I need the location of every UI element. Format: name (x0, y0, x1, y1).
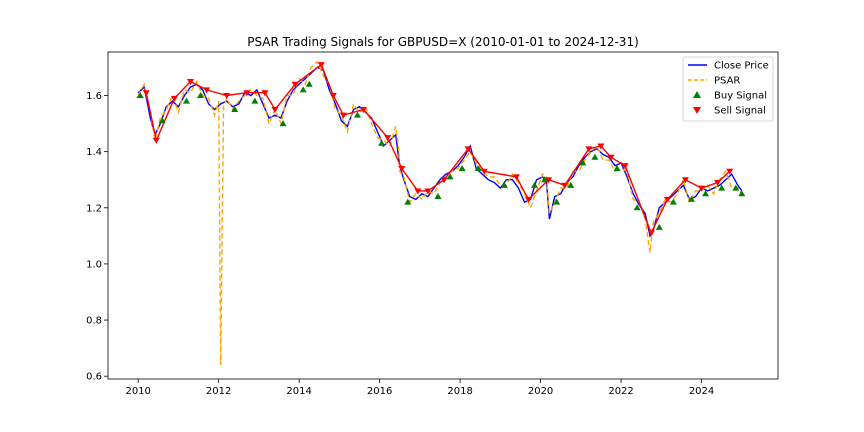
legend-label-psar: PSAR (714, 76, 740, 87)
buy-signal-marker (687, 195, 695, 202)
sell-signal-marker (291, 81, 299, 88)
y-tick-label: 0.6 (86, 372, 102, 383)
buy-signal-marker (158, 117, 166, 124)
plot-frame (107, 51, 779, 380)
x-tick-label: 2024 (689, 386, 714, 397)
x-tick-label: 2010 (125, 386, 150, 397)
buy-signal-marker (655, 223, 663, 230)
buy-signal-marker (579, 159, 587, 166)
buy-signal-marker (541, 176, 549, 183)
x-tick-label: 2016 (367, 386, 392, 397)
series-line-close-price (137, 66, 743, 238)
sell-signal-marker (561, 182, 569, 189)
x-tick-label: 2020 (528, 386, 553, 397)
sell-signal-marker (243, 90, 251, 97)
buy-signal-marker (305, 80, 313, 87)
buy-signal-marker (718, 184, 726, 191)
sell-signal-marker (480, 168, 488, 175)
sell-signal-marker (464, 146, 472, 153)
legend-label-close-price: Close Price (714, 61, 769, 72)
buy-signal-marker (633, 204, 641, 211)
buy-signal-marker (669, 198, 677, 205)
buy-signal-marker (702, 190, 710, 197)
buy-signal-marker (613, 164, 621, 171)
buy-signal-marker (591, 153, 599, 160)
sell-signal-marker (597, 143, 605, 150)
buy-signal-marker (197, 92, 205, 99)
buy-signal-marker (531, 181, 539, 188)
sell-signal-marker (545, 177, 553, 184)
sell-signal-marker (360, 107, 368, 114)
sell-signal-marker (714, 180, 722, 187)
sell-signal-marker (142, 90, 150, 97)
sell-signal-marker (621, 163, 629, 170)
sell-signal-marker (647, 230, 655, 237)
sell-signal-marker (424, 188, 432, 195)
x-tick-label: 2018 (447, 386, 472, 397)
legend-swatch-sell-signal (693, 107, 701, 114)
y-tick-label: 1.6 (86, 91, 102, 102)
sell-signal-marker (339, 112, 347, 119)
buy-signal-marker (251, 97, 259, 104)
sell-signal-marker (698, 185, 706, 192)
legend: Close Price PSAR Buy Signal Sell Signal (682, 56, 774, 122)
buy-signal-marker (732, 184, 740, 191)
sell-signal-marker (414, 188, 422, 195)
sell-signal-marker (607, 154, 615, 161)
sell-signal-marker (512, 174, 520, 181)
buy-signal-marker (279, 120, 287, 127)
sell-signal-marker (585, 146, 593, 153)
sell-signal-marker (261, 90, 269, 97)
buy-signal-marker (378, 139, 386, 146)
sell-signal-marker (317, 62, 325, 69)
sell-signal-marker (152, 137, 160, 144)
buy-signal-marker (353, 111, 361, 118)
sell-signal-marker (384, 135, 392, 142)
buy-signal-marker (458, 164, 466, 171)
plot-area (136, 60, 746, 366)
buy-signal-marker (231, 106, 239, 113)
sell-signal-marker (170, 95, 178, 102)
sell-signal-marker (681, 177, 689, 184)
buy-signal-marker (136, 92, 144, 99)
sell-signal-marker (398, 165, 406, 172)
buy-signal-marker (474, 164, 482, 171)
buy-signal-marker (446, 173, 454, 180)
buy-signal-marker (182, 97, 190, 104)
x-tick-label: 2022 (608, 386, 633, 397)
y-tick-label: 1.2 (86, 203, 102, 214)
legend-box (682, 56, 774, 122)
sell-signal-marker (186, 78, 194, 85)
sell-signal-marker (440, 177, 448, 184)
chart-title: PSAR Trading Signals for GBPUSD=X (2010-… (247, 35, 639, 49)
x-tick-label: 2014 (286, 386, 311, 397)
sell-signal-marker (203, 87, 211, 94)
sell-signal-marker (223, 93, 231, 100)
sell-signal-marker (271, 107, 279, 114)
y-tick-label: 1.0 (86, 259, 102, 270)
sell-signal-marker (525, 196, 533, 203)
legend-label-sell-signal: Sell Signal (714, 106, 766, 117)
axes: 2010 2012 2014 2016 2018 2020 2022 2024 0.6 0.8 1.… (86, 91, 714, 397)
buy-signal-marker (299, 86, 307, 93)
buy-signal-marker (567, 181, 575, 188)
y-tick-label: 1.4 (86, 147, 102, 158)
buy-signal-marker (738, 190, 746, 197)
buy-signal-marker (434, 193, 442, 200)
sell-signal-marker (329, 93, 337, 100)
buy-signal-marker (404, 198, 412, 205)
x-tick-label: 2012 (206, 386, 231, 397)
sell-signal-marker (663, 196, 671, 203)
buy-signal-marker (500, 181, 508, 188)
buy-signal-marker (553, 198, 561, 205)
y-tick-label: 0.8 (86, 316, 102, 327)
sell-signal-marker (726, 168, 734, 175)
legend-swatch-buy-signal (693, 91, 701, 98)
legend-label-buy-signal: Buy Signal (714, 91, 767, 102)
